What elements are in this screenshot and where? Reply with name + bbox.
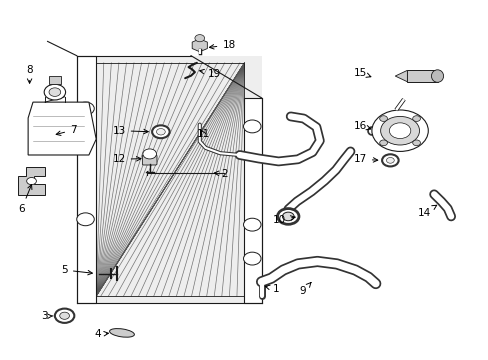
Circle shape (243, 218, 261, 231)
Bar (244, 98, 261, 303)
Text: 15: 15 (353, 68, 370, 78)
Text: 1: 1 (264, 284, 279, 294)
Circle shape (77, 213, 94, 226)
Circle shape (156, 129, 165, 135)
Circle shape (277, 208, 298, 224)
Text: 19: 19 (199, 68, 221, 78)
Bar (407, 70, 437, 82)
Text: 3: 3 (41, 311, 53, 321)
Polygon shape (394, 70, 407, 82)
Circle shape (412, 116, 420, 121)
Circle shape (379, 140, 386, 146)
FancyBboxPatch shape (142, 155, 157, 165)
Circle shape (412, 140, 420, 146)
Bar (96, 63, 244, 296)
Polygon shape (19, 167, 45, 195)
Bar (77, 56, 96, 303)
Bar (96, 63, 244, 296)
Circle shape (44, 84, 65, 100)
Circle shape (282, 212, 293, 221)
Circle shape (371, 110, 427, 152)
Circle shape (379, 116, 386, 121)
Text: 5: 5 (61, 265, 92, 275)
Ellipse shape (430, 70, 443, 82)
Circle shape (77, 102, 94, 115)
Ellipse shape (109, 329, 134, 337)
Text: 8: 8 (26, 65, 33, 83)
Polygon shape (28, 102, 96, 155)
Text: 13: 13 (112, 126, 148, 136)
Polygon shape (77, 56, 261, 303)
Circle shape (243, 252, 261, 265)
Circle shape (380, 116, 419, 145)
Circle shape (49, 88, 61, 96)
Text: 6: 6 (19, 185, 32, 213)
Circle shape (381, 154, 398, 166)
Text: 12: 12 (112, 154, 141, 164)
Circle shape (60, 312, 69, 319)
Bar (49, 76, 61, 84)
Text: 14: 14 (417, 205, 436, 218)
Text: 9: 9 (299, 283, 310, 296)
Text: 16: 16 (353, 121, 370, 131)
Circle shape (386, 157, 393, 163)
Circle shape (27, 177, 36, 185)
Text: 10: 10 (272, 215, 295, 225)
Circle shape (388, 123, 410, 139)
Text: 4: 4 (94, 329, 108, 339)
Circle shape (195, 35, 204, 42)
Circle shape (243, 120, 261, 133)
Text: 18: 18 (209, 40, 235, 50)
Text: 17: 17 (353, 154, 377, 164)
Circle shape (142, 149, 156, 159)
Circle shape (55, 309, 74, 323)
Text: 11: 11 (196, 129, 209, 139)
Text: 7: 7 (56, 125, 77, 135)
Text: 2: 2 (214, 168, 228, 179)
Circle shape (152, 125, 169, 138)
